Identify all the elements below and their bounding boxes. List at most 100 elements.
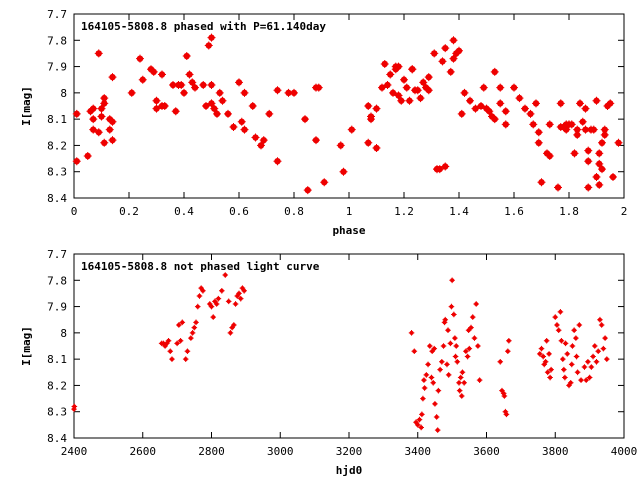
phased-data-point: [534, 138, 543, 147]
phased-data-point: [89, 115, 98, 124]
phased-data-point: [578, 117, 587, 126]
phased-data-point: [127, 88, 136, 97]
phased-data-point: [259, 136, 268, 145]
phased-data-point: [72, 109, 81, 118]
phased-x-tick-label: 1.8: [559, 205, 579, 218]
phased-data-point: [438, 57, 447, 66]
phased-data-point: [108, 117, 117, 126]
phased-data-point: [180, 88, 188, 97]
phased-data-point: [435, 165, 444, 174]
phased-data-point: [248, 102, 257, 110]
phased-data-point: [567, 120, 576, 129]
unphased-data-point: [439, 358, 445, 365]
unphased-data-point: [227, 330, 234, 336]
phased-data-point: [207, 99, 216, 108]
phased-data-point: [97, 104, 106, 113]
phased-y-axis-label: I[mag]: [20, 86, 33, 126]
unphased-data-point: [506, 337, 512, 344]
unphased-data-point: [581, 364, 588, 370]
unphased-data-point: [571, 327, 577, 334]
phased-data-point: [364, 138, 373, 147]
phased-data-point: [83, 151, 92, 160]
phased-data-point: [466, 96, 474, 105]
phased-data-point: [204, 41, 213, 50]
unphased-y-tick-label: 8.1: [47, 353, 67, 366]
phased-data-point: [210, 104, 219, 113]
phased-y-tick-label: 8.2: [47, 139, 67, 152]
phased-data-point: [490, 67, 499, 76]
unphased-data-point: [231, 322, 237, 328]
unphased-data-point: [540, 353, 547, 360]
unphased-data-point: [419, 411, 425, 418]
unphased-data-point: [425, 361, 431, 368]
unphased-data-point: [456, 387, 463, 394]
unphased-data-point: [184, 348, 191, 355]
phased-data-point: [314, 83, 323, 92]
unphased-data-point: [591, 343, 598, 349]
unphased-data-point: [189, 330, 196, 336]
phased-data-point: [584, 183, 593, 192]
unphased-data-point: [560, 356, 566, 362]
phased-data-point: [218, 96, 227, 105]
phased-data-point: [100, 138, 109, 147]
phased-data-point: [534, 128, 543, 137]
phased-x-tick-label: 0: [71, 205, 78, 218]
phased-points: [72, 33, 623, 195]
unphased-data-point: [210, 314, 217, 320]
phased-x-tick-label: 1.4: [449, 205, 469, 218]
phased-y-tick-label: 7.7: [47, 8, 67, 21]
unphased-x-tick-label: 2600: [130, 445, 157, 458]
unphased-data-point: [222, 272, 229, 278]
unphased-data-point: [573, 353, 580, 360]
unphased-data-point: [421, 377, 427, 383]
phased-data-point: [592, 172, 601, 181]
phased-data-point: [380, 59, 389, 68]
unphased-data-point: [416, 416, 423, 423]
unphased-data-point: [431, 345, 438, 352]
phased-data-point: [537, 178, 546, 187]
unphased-data-point: [454, 358, 461, 365]
phased-data-point: [105, 125, 114, 134]
phased-x-tick-label: 0.6: [229, 205, 249, 218]
phased-data-point: [136, 54, 144, 63]
phased-data-point: [273, 86, 282, 95]
phased-data-point: [449, 54, 458, 63]
phased-data-point: [229, 123, 238, 132]
phased-data-point: [554, 183, 562, 192]
phased-data-point: [367, 115, 375, 124]
unphased-data-point: [447, 340, 454, 347]
unphased-data-point: [237, 295, 244, 302]
unphased-data-point: [408, 330, 415, 336]
phased-data-point: [240, 88, 249, 97]
unphased-data-point: [590, 353, 596, 360]
phased-data-point: [606, 99, 615, 108]
phased-data-point: [207, 80, 216, 89]
unphased-data-point: [466, 345, 473, 352]
unphased-data-point: [434, 427, 441, 433]
unphased-data-point: [464, 353, 471, 360]
unphased-data-point: [453, 343, 460, 349]
unphased-data-point: [188, 335, 194, 341]
phased-data-point: [394, 62, 403, 71]
phased-data-point: [581, 104, 590, 113]
unphased-data-point: [442, 316, 449, 323]
phased-data-point: [100, 94, 109, 103]
phased-data-point: [490, 115, 499, 124]
phased-data-point: [598, 165, 606, 174]
phased-data-point: [600, 130, 609, 139]
phased-data-point: [609, 172, 617, 181]
phased-data-point: [595, 180, 604, 189]
unphased-data-point: [225, 298, 232, 305]
phased-data-point: [237, 117, 246, 126]
phased-data-point: [188, 78, 197, 87]
unphased-data-point: [597, 316, 603, 323]
phased-data-point: [402, 83, 411, 92]
unphased-data-point: [241, 288, 247, 294]
phased-data-point: [589, 125, 598, 134]
unphased-x-tick-label: 3200: [336, 445, 363, 458]
unphased-data-point: [595, 348, 602, 355]
unphased-y-tick-label: 7.9: [47, 301, 67, 314]
phased-data-point: [562, 125, 571, 134]
phased-data-point: [152, 96, 161, 105]
phased-data-point: [213, 109, 221, 118]
